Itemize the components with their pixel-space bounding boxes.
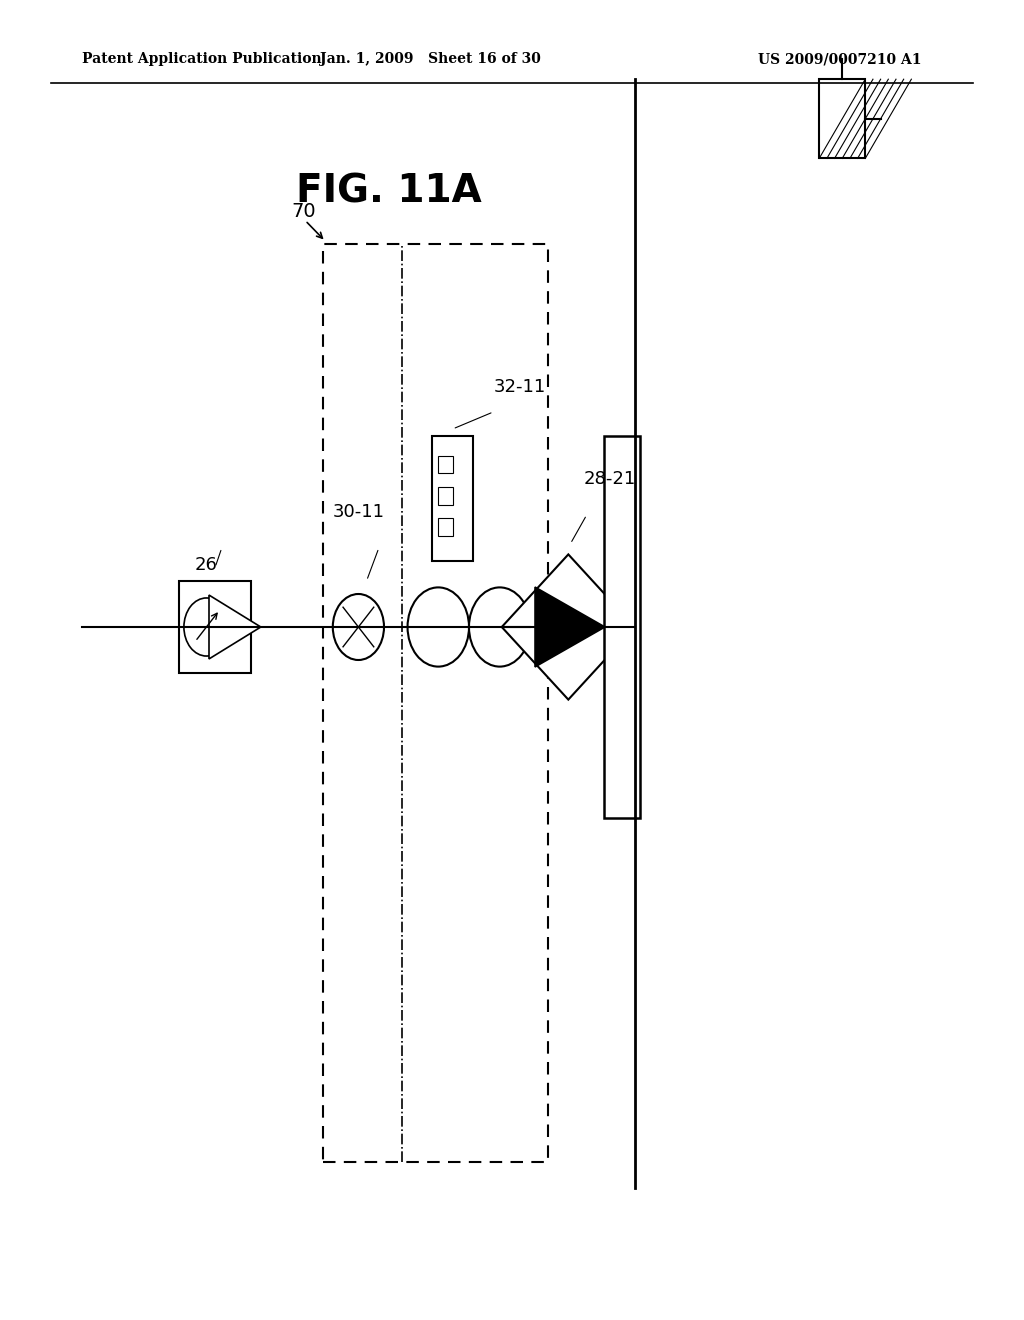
Text: US 2009/0007210 A1: US 2009/0007210 A1 xyxy=(758,53,922,66)
Bar xyxy=(438,455,453,474)
Circle shape xyxy=(408,587,469,667)
Bar xyxy=(438,487,453,504)
Polygon shape xyxy=(536,587,605,667)
Bar xyxy=(438,519,453,536)
Text: 26: 26 xyxy=(195,556,218,574)
Circle shape xyxy=(184,598,229,656)
Text: Patent Application Publication: Patent Application Publication xyxy=(82,53,322,66)
Text: 32-11: 32-11 xyxy=(494,378,546,396)
Polygon shape xyxy=(209,595,261,659)
Bar xyxy=(323,244,548,1162)
Bar xyxy=(179,581,251,673)
Bar xyxy=(819,79,865,158)
Text: 30-11: 30-11 xyxy=(333,503,384,521)
Polygon shape xyxy=(502,554,635,700)
Text: FIG. 11A: FIG. 11A xyxy=(296,173,482,210)
Circle shape xyxy=(469,587,530,667)
Circle shape xyxy=(333,594,384,660)
Text: 70: 70 xyxy=(292,202,316,220)
Bar xyxy=(604,436,640,818)
Bar xyxy=(432,436,473,561)
Text: 28-21: 28-21 xyxy=(584,470,636,488)
Text: Jan. 1, 2009   Sheet 16 of 30: Jan. 1, 2009 Sheet 16 of 30 xyxy=(319,53,541,66)
